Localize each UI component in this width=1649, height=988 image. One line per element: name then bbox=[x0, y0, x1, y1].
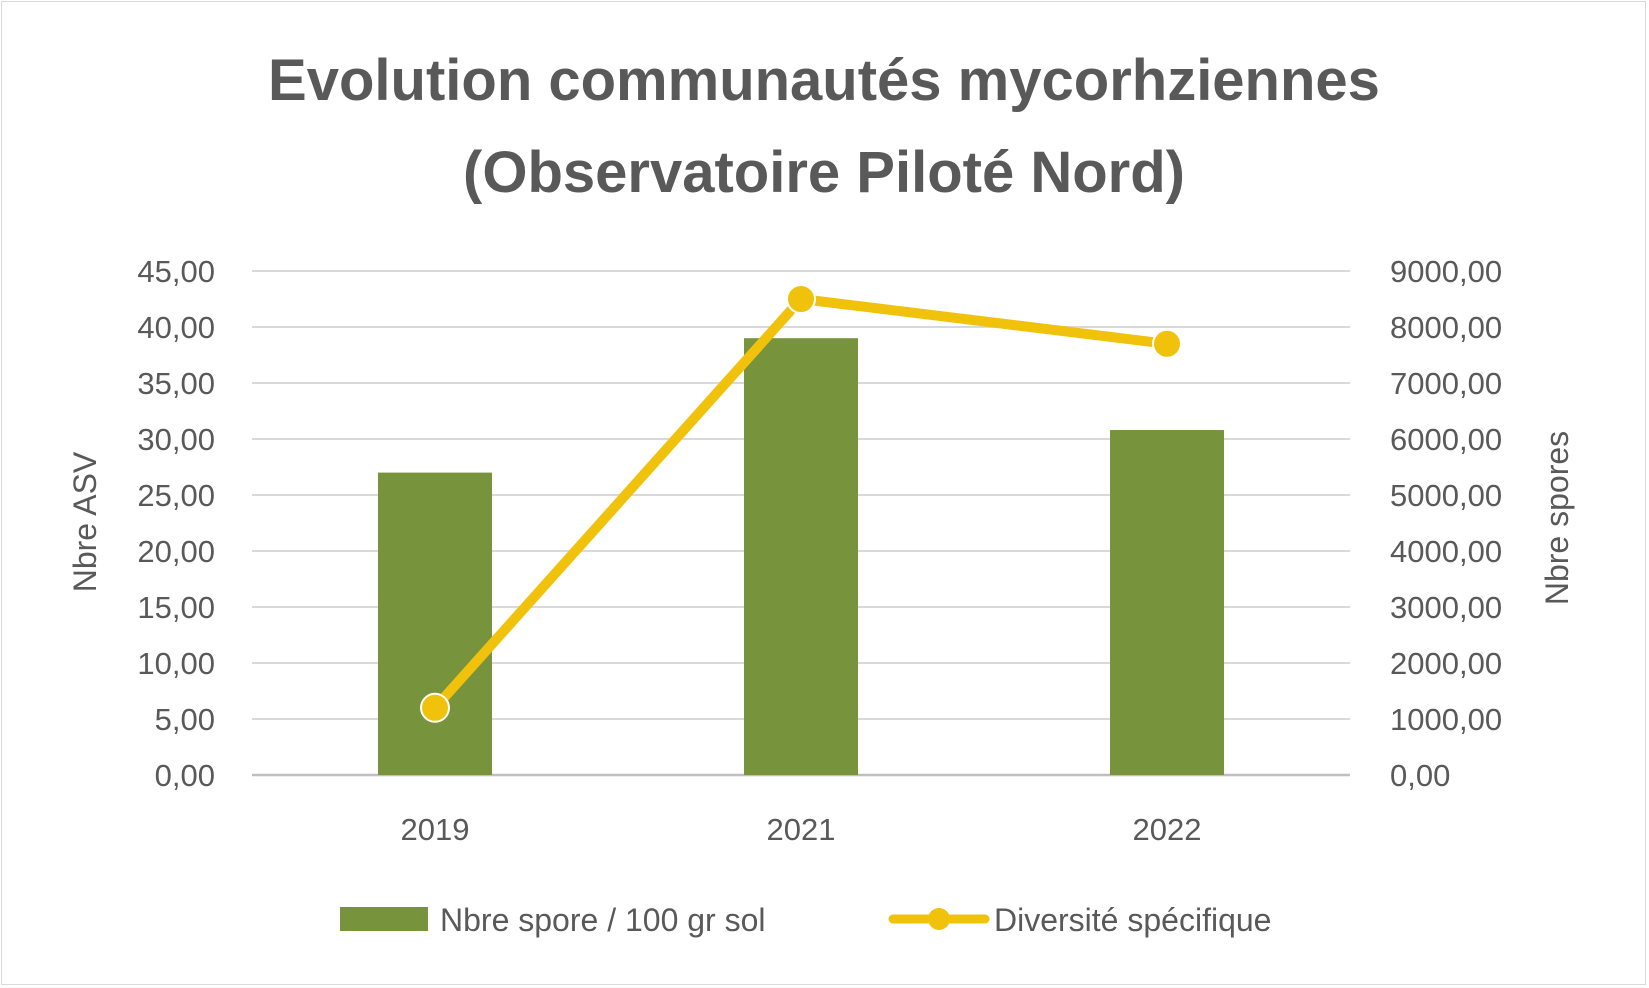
right-tick-label: 2000,00 bbox=[1390, 646, 1502, 681]
right-tick-label: 0,00 bbox=[1390, 758, 1450, 793]
legend: Nbre spore / 100 gr sol Diversité spécif… bbox=[340, 902, 1271, 938]
left-tick-label: 10,00 bbox=[137, 646, 215, 681]
chart-title-line-1: Evolution communautés mycorhziennes bbox=[268, 48, 1380, 113]
right-axis-ticks: 0,00 1000,00 2000,00 3000,00 4000,00 5000,00 6… bbox=[1390, 254, 1502, 793]
right-axis-title: Nbre spores bbox=[1539, 431, 1575, 605]
right-tick-label: 4000,00 bbox=[1390, 534, 1502, 569]
legend-swatch-bars bbox=[340, 907, 428, 931]
line-point bbox=[786, 284, 816, 314]
left-axis-ticks: 0,00 5,00 10,00 15,00 20,00 25,00 30,00 35,00 40… bbox=[137, 254, 215, 793]
category-label: 2019 bbox=[401, 812, 470, 847]
right-tick-label: 7000,00 bbox=[1390, 366, 1502, 401]
right-tick-label: 6000,00 bbox=[1390, 422, 1502, 457]
chart-title-line-2: (Observatoire Piloté Nord) bbox=[463, 140, 1185, 205]
legend-swatch-marker bbox=[928, 908, 950, 930]
left-tick-label: 40,00 bbox=[137, 310, 215, 345]
legend-label-bars: Nbre spore / 100 gr sol bbox=[440, 902, 766, 938]
bar bbox=[378, 472, 492, 775]
left-tick-label: 5,00 bbox=[155, 702, 215, 737]
right-tick-label: 8000,00 bbox=[1390, 310, 1502, 345]
left-tick-label: 20,00 bbox=[137, 534, 215, 569]
left-tick-label: 15,00 bbox=[137, 590, 215, 625]
bar-series bbox=[378, 338, 1224, 775]
left-tick-label: 30,00 bbox=[137, 422, 215, 457]
line-point bbox=[420, 692, 450, 723]
category-label: 2022 bbox=[1133, 812, 1202, 847]
right-tick-label: 9000,00 bbox=[1390, 254, 1502, 289]
legend-label-line: Diversité spécifique bbox=[994, 902, 1271, 938]
category-labels: 2019 2021 2022 bbox=[401, 812, 1202, 847]
right-tick-label: 3000,00 bbox=[1390, 590, 1502, 625]
left-tick-label: 35,00 bbox=[137, 366, 215, 401]
right-tick-label: 1000,00 bbox=[1390, 702, 1502, 737]
left-tick-label: 0,00 bbox=[155, 758, 215, 793]
category-label: 2021 bbox=[767, 812, 836, 847]
bar bbox=[744, 338, 858, 775]
line-series bbox=[420, 284, 1182, 723]
line-point bbox=[1152, 328, 1182, 359]
left-tick-label: 25,00 bbox=[137, 478, 215, 513]
right-tick-label: 5000,00 bbox=[1390, 478, 1502, 513]
left-tick-label: 45,00 bbox=[137, 254, 215, 289]
bar bbox=[1110, 430, 1224, 775]
left-axis-title: Nbre ASV bbox=[67, 451, 103, 592]
